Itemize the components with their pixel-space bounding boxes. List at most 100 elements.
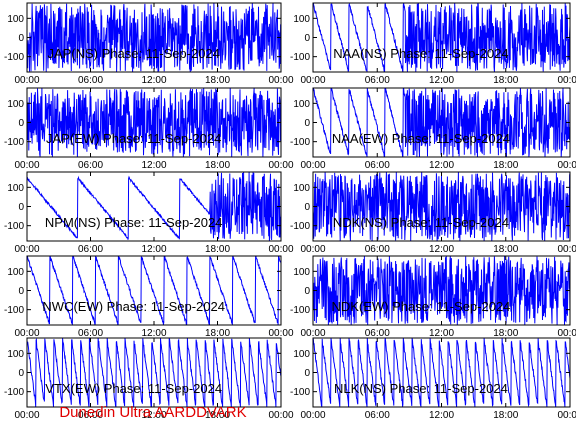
panel-title: NPM(NS) Phase: 11-Sep-2024 (45, 215, 223, 230)
phase-panel-7: 100 0 -100 00:00 06:00 12:00 18:00 00:00 NDK(EW)… (290, 255, 576, 339)
x-tick-label: 12:00 (429, 410, 454, 421)
phase-trace (313, 256, 570, 325)
y-tick-label: 100 (7, 349, 24, 360)
y-tick-label: -100 (4, 305, 24, 316)
x-tick-label: 06:00 (365, 410, 390, 421)
y-tick-label: 100 (293, 99, 310, 110)
x-tick-label: 00:00 (557, 328, 576, 339)
phase-trace (27, 338, 281, 407)
panel-title: NDK(EW) Phase: 11-Sep-2024 (331, 299, 510, 314)
y-tick-label: 100 (7, 267, 24, 278)
plot-frame (26, 337, 282, 408)
phase-panel-3: 100 0 -100 00:00 06:00 12:00 18:00 00:00 NAA(EW)… (290, 87, 576, 171)
x-tick-label: 18:00 (493, 244, 518, 255)
panel-title: JAP(NS) Phase: 11-Sep-2024 (47, 46, 219, 61)
y-tick-label: 100 (293, 349, 310, 360)
y-tick-label: 100 (7, 183, 24, 194)
phase-trace (27, 256, 281, 325)
x-tick-label: 00:00 (300, 410, 325, 421)
panel-title: NDK(NS) Phase: 11-Sep-2024 (333, 215, 509, 230)
phase-panel-1: 100 0 -100 00:00 06:00 12:00 18:00 00:00 NAA(NS)… (290, 2, 576, 86)
x-tick-label: 06:00 (78, 410, 103, 421)
phase-trace (27, 172, 281, 241)
y-tick-label: -100 (4, 221, 24, 232)
phase-panel-4: 100 0 -100 00:00 06:00 12:00 18:00 00:00 NPM(NS)… (4, 171, 294, 255)
y-tick-label: 0 (304, 118, 310, 129)
phase-panel-0: 100 0 -100 00:00 06:00 12:00 18:00 00:00 JAP(NS)… (4, 2, 294, 86)
x-tick-label: 12:00 (429, 160, 454, 171)
x-tick-label: 00:00 (14, 328, 39, 339)
x-tick-label: 12:00 (141, 75, 166, 86)
x-tick-label: 00:00 (268, 160, 293, 171)
y-tick-label: 100 (293, 267, 310, 278)
phase-panel-2: 100 0 -100 00:00 06:00 12:00 18:00 00:00 JAP(EW)… (4, 87, 294, 171)
y-tick-label: 100 (7, 14, 24, 25)
y-tick-label: 100 (7, 99, 24, 110)
y-tick-label: -100 (290, 221, 310, 232)
panel-title: NLK(NS) Phase: 11-Sep-2024 (334, 381, 508, 396)
y-tick-label: -100 (290, 387, 310, 398)
x-tick-label: 06:00 (78, 75, 103, 86)
y-tick-label: 0 (304, 202, 310, 213)
phase-panel-6: 100 0 -100 00:00 06:00 12:00 18:00 00:00 NWC(EW)… (4, 255, 294, 339)
y-tick-label: -100 (290, 52, 310, 63)
x-tick-label: 06:00 (78, 328, 103, 339)
y-tick-label: 0 (18, 286, 24, 297)
x-tick-label: 06:00 (365, 244, 390, 255)
footer-station-label: Dunedin Ultra AARDDVARK (59, 404, 247, 421)
x-tick-label: 06:00 (365, 160, 390, 171)
y-tick-label: 0 (304, 33, 310, 44)
x-tick-label: 00:00 (268, 328, 293, 339)
y-tick-label: -100 (4, 52, 24, 63)
y-tick-label: -100 (290, 305, 310, 316)
phase-trace (27, 3, 281, 72)
x-tick-label: 18:00 (205, 410, 230, 421)
x-tick-label: 18:00 (493, 160, 518, 171)
x-tick-label: 18:00 (493, 328, 518, 339)
y-tick-label: 0 (304, 368, 310, 379)
x-tick-label: 18:00 (493, 410, 518, 421)
y-tick-label: -100 (290, 137, 310, 148)
x-tick-label: 12:00 (141, 328, 166, 339)
y-tick-label: -100 (4, 387, 24, 398)
x-tick-label: 06:00 (365, 328, 390, 339)
x-tick-label: 06:00 (365, 75, 390, 86)
phase-trace (313, 88, 570, 157)
plot-frame (312, 337, 571, 408)
x-tick-label: 18:00 (205, 160, 230, 171)
y-tick-label: 0 (304, 286, 310, 297)
x-tick-label: 00:00 (268, 75, 293, 86)
x-tick-label: 18:00 (205, 328, 230, 339)
x-tick-label: 00:00 (268, 410, 293, 421)
x-tick-label: 06:00 (78, 244, 103, 255)
phase-trace (313, 338, 570, 407)
phase-trace (27, 88, 281, 157)
x-tick-label: 18:00 (205, 244, 230, 255)
panel-title: JAP(EW) Phase: 11-Sep-2024 (46, 131, 221, 146)
x-tick-label: 12:00 (141, 410, 166, 421)
y-tick-label: 0 (18, 368, 24, 379)
x-tick-label: 00:00 (300, 160, 325, 171)
y-tick-label: 100 (293, 14, 310, 25)
x-tick-label: 12:00 (429, 244, 454, 255)
x-tick-label: 18:00 (493, 75, 518, 86)
phase-panel-5: 100 0 -100 00:00 06:00 12:00 18:00 00:00 NDK(NS)… (290, 171, 576, 255)
x-tick-label: 12:00 (141, 244, 166, 255)
y-tick-label: 0 (18, 33, 24, 44)
x-tick-label: 00:00 (557, 410, 576, 421)
x-tick-label: 06:00 (78, 160, 103, 171)
x-tick-label: 00:00 (14, 244, 39, 255)
x-tick-label: 00:00 (300, 244, 325, 255)
plot-frame (26, 255, 282, 326)
x-tick-label: 12:00 (141, 160, 166, 171)
phase-trace (313, 3, 570, 72)
x-tick-label: 00:00 (14, 160, 39, 171)
phase-trace (313, 172, 570, 241)
y-tick-label: 0 (18, 202, 24, 213)
y-tick-label: 0 (18, 118, 24, 129)
x-tick-label: 00:00 (300, 75, 325, 86)
phase-panel-9: 100 0 -100 00:00 06:00 12:00 18:00 00:00 NLK(NS)… (290, 337, 576, 421)
x-tick-label: 18:00 (205, 75, 230, 86)
x-tick-label: 00:00 (557, 75, 576, 86)
